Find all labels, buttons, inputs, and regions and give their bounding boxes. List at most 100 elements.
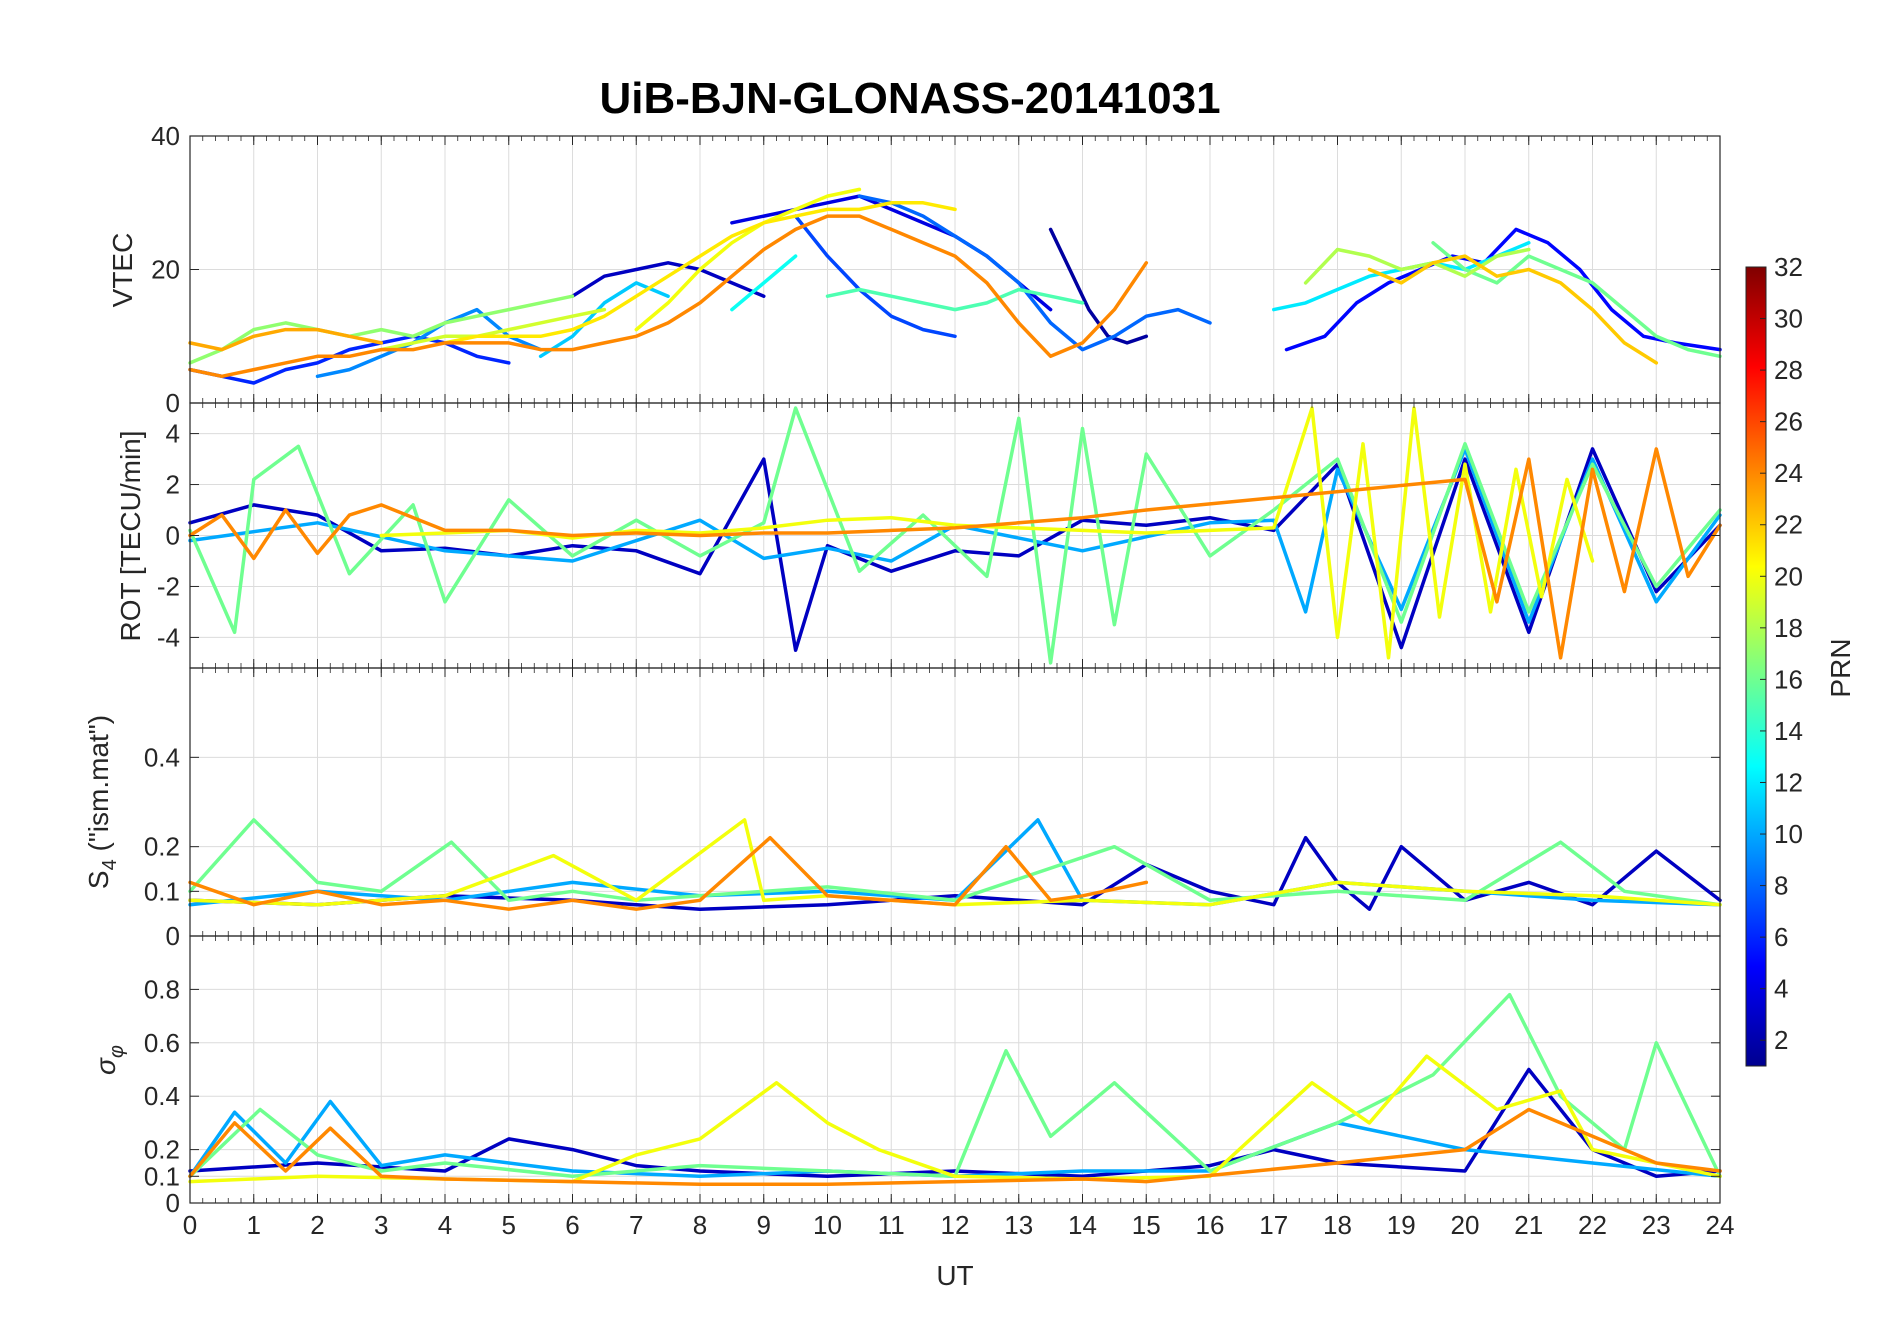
x-tick-label: 15: [1132, 1210, 1161, 1240]
colorbar-tick-label: 18: [1774, 613, 1803, 643]
series-line-prn-18: [1303, 247, 1531, 285]
panel-sigma-phi-ylabel: σφ: [90, 1045, 128, 1075]
panel-rot-ticks: -4 -2 0 2 4: [157, 403, 1721, 668]
x-tick-label: 10: [813, 1210, 842, 1240]
y-tick-label: -4: [157, 622, 180, 652]
y-tick-label: 0.2: [144, 832, 180, 862]
panel-s4-ticks: 0 0.1 0.2 0.4: [144, 668, 1721, 951]
y-tick-label: 0.1: [144, 1161, 180, 1191]
y-tick-label: 0.6: [144, 1028, 180, 1058]
panel-s4-ylabel-sub: 4: [99, 859, 121, 870]
series-line-prn-11: [538, 281, 670, 359]
x-tick-label: 24: [1706, 1210, 1735, 1240]
y-tick-label: 0: [166, 521, 180, 551]
x-tick-label: 4: [438, 1210, 452, 1240]
series-line-prn-13: [730, 254, 798, 312]
x-tick-label: 0: [183, 1210, 197, 1240]
colorbar-tick-label: 12: [1774, 767, 1803, 797]
series-line-prn-16: [1431, 241, 1722, 359]
y-tick-label: 0.8: [144, 974, 180, 1004]
panel-s4: 0 0.1 0.2 0.4 S4 ("ism.mat"): [83, 667, 1722, 951]
series-line-prn-22: [1367, 254, 1659, 365]
series-line-prn-15: [825, 287, 1085, 312]
panel-vtec-ticks: 0 20 40: [151, 121, 1721, 418]
x-tick-label: 8: [693, 1210, 707, 1240]
x-tick-label: 5: [502, 1210, 516, 1240]
y-tick-label: 4: [166, 419, 180, 449]
panel-s4-ylabel: S4 ("ism.mat"): [83, 715, 121, 889]
panel-vtec: 0 20 40 VTEC: [107, 121, 1722, 418]
series-line-prn-24: [188, 835, 1149, 911]
panel-s4-series: [188, 818, 1722, 911]
colorbar-tick-label: 22: [1774, 510, 1803, 540]
series-line-prn-20: [379, 406, 1595, 660]
series-line-prn-16: [188, 406, 1722, 665]
panel-s4-ylabel-main: S: [83, 870, 114, 889]
colorbar-tick-label: 24: [1774, 458, 1803, 488]
series-line-prn-10: [188, 447, 1722, 624]
y-tick-label: -2: [157, 571, 180, 601]
x-tick-label: 2: [310, 1210, 324, 1240]
x-axis-title: UT: [936, 1260, 973, 1291]
series-line-prn-21: [443, 201, 957, 345]
y-tick-label: 0.4: [144, 742, 180, 772]
panel-sigma-phi: 00.10.2 0.4 0.6 0.8 σφ: [90, 935, 1722, 1218]
panel-vtec-series: [188, 187, 1722, 385]
y-tick-label: 0.4: [144, 1081, 180, 1111]
colorbar-tick-label: 32: [1774, 252, 1803, 282]
panel-s4-ylabel-rest: ("ism.mat"): [83, 715, 114, 859]
panel-sigma-phi-ylabel-sub: φ: [106, 1045, 128, 1058]
x-tick-label: 21: [1514, 1210, 1543, 1240]
colorbar-tick-label: 6: [1774, 922, 1788, 952]
colorbar-tick-label: 26: [1774, 407, 1803, 437]
series-line-prn-6: [188, 334, 511, 385]
chart-title: UiB-BJN-GLONASS-20141031: [599, 74, 1220, 123]
series-line-prn-19: [379, 307, 607, 352]
colorbar-tick-label: 20: [1774, 561, 1803, 591]
panel-sigma-phi-ylabel-main: σ: [90, 1057, 121, 1075]
series-line-prn-24: [188, 214, 1149, 379]
panel-rot-ylabel: ROT [TECU/min]: [115, 430, 146, 641]
x-tick-label: 23: [1642, 1210, 1671, 1240]
panel-sigma-phi-ticks: 00.10.2 0.4 0.6 0.8: [144, 936, 1721, 1218]
x-axis-labels: 0 1 2 3 4 5 6 7 8 9 10 11 12 13 14 15 16 17 18 19 20 21 22 23 24: [183, 1210, 1735, 1240]
x-tick-label: 6: [565, 1210, 579, 1240]
colorbar-label: PRN: [1825, 638, 1856, 697]
x-tick-label: 17: [1259, 1210, 1288, 1240]
series-line-prn-24: [188, 1107, 1722, 1187]
x-tick-label: 12: [941, 1210, 970, 1240]
colorbar-tick-label: 28: [1774, 355, 1803, 385]
x-tick-label: 3: [374, 1210, 388, 1240]
y-tick-label: 0: [166, 388, 180, 418]
x-tick-label: 7: [629, 1210, 643, 1240]
series-line-prn-7: [793, 214, 957, 339]
panel-rot-grid: [189, 403, 1721, 668]
series-line-prn-17: [188, 294, 575, 365]
y-tick-label: 0: [166, 921, 180, 951]
y-tick-label: 0: [166, 1188, 180, 1218]
series-line-prn-16: [188, 992, 1722, 1179]
panel-vtec-ylabel: VTEC: [107, 233, 138, 308]
panel-sigma-phi-grid: [189, 936, 1721, 1204]
series-line-prn-3: [188, 447, 1722, 652]
colorbar-tick-label: 10: [1774, 819, 1803, 849]
x-tick-label: 14: [1068, 1210, 1097, 1240]
panel-vtec-grid: [189, 135, 1721, 404]
y-tick-label: 20: [151, 255, 180, 285]
x-tick-label: 19: [1387, 1210, 1416, 1240]
y-tick-label: 0.2: [144, 1135, 180, 1165]
x-tick-label: 1: [247, 1210, 261, 1240]
series-line-prn-10: [188, 1099, 1722, 1179]
colorbar-gradient: [1745, 266, 1767, 1067]
x-tick-label: 20: [1451, 1210, 1480, 1240]
colorbar-tick-label: 8: [1774, 871, 1788, 901]
x-tick-label: 11: [878, 1210, 905, 1240]
x-tick-label: 22: [1578, 1210, 1607, 1240]
panel-sigma-phi-series: [188, 992, 1722, 1187]
x-tick-label: 9: [757, 1210, 771, 1240]
series-line-prn-3: [570, 261, 766, 298]
series-line-prn-8: [857, 194, 1212, 352]
